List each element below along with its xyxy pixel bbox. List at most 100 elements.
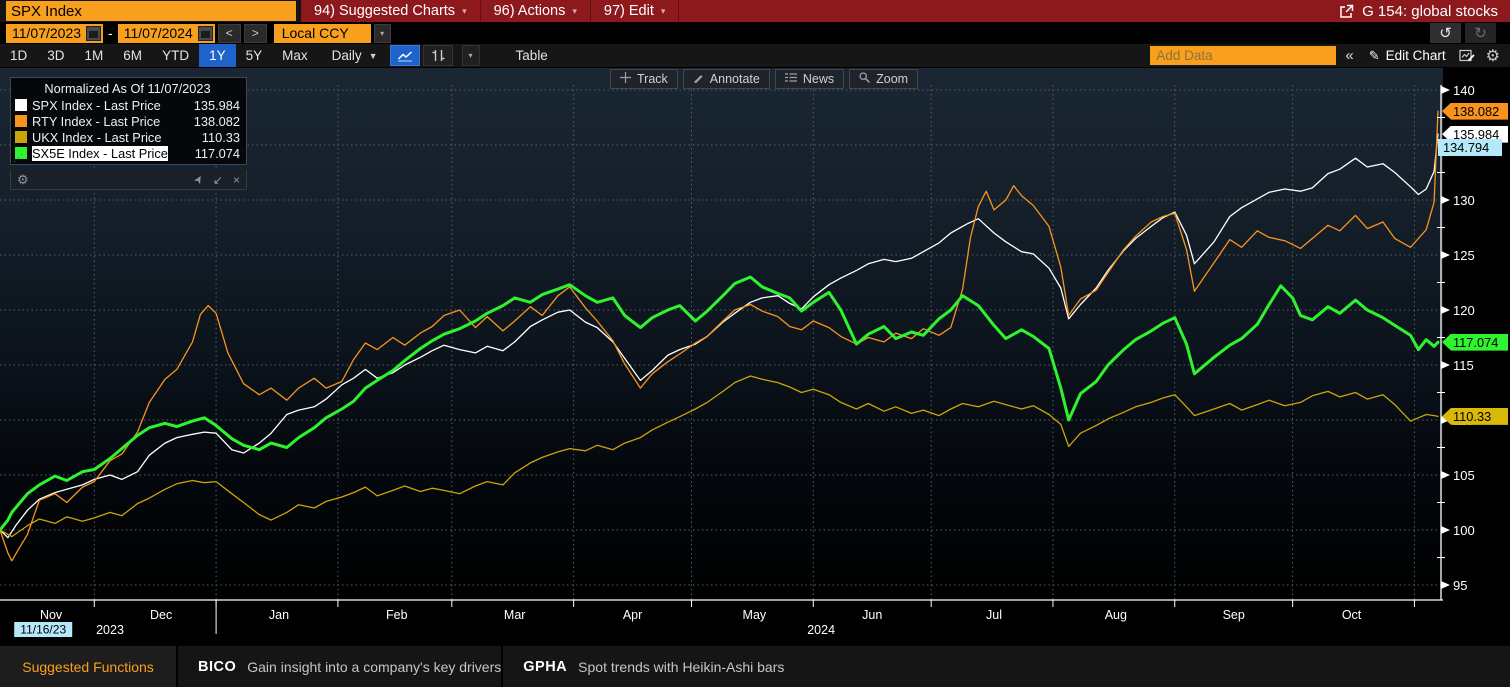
last-price-badge: 110.33 (1442, 407, 1508, 425)
pencil-icon: ✎ (1368, 47, 1380, 63)
date-from-field[interactable]: 11/07/2023 (6, 23, 104, 43)
chart-tool-buttons: Track Annotate News Zoom (610, 69, 919, 89)
period-tab-6m[interactable]: 6M (123, 48, 143, 63)
function-description: Gain insight into a company's key driver… (247, 658, 502, 675)
date-range-separator: - (108, 25, 113, 41)
line-chart-type-button[interactable] (389, 45, 420, 66)
y-axis-tick-label: 105 (1453, 467, 1475, 483)
period-tab-1y[interactable]: 1Y (199, 44, 236, 67)
add-data-input[interactable] (1150, 46, 1337, 65)
chart-tool-track[interactable]: Track (610, 69, 678, 89)
minimize-icon[interactable]: ↙ (212, 172, 223, 187)
window-titlebar: 94) Suggested Charts▾96) Actions▾97) Edi… (0, 0, 1510, 22)
period-tab-1d[interactable]: 1D (10, 48, 28, 63)
period-tab-max[interactable]: Max (282, 48, 308, 63)
undo-button[interactable]: ↺ (1430, 23, 1461, 43)
svg-text:Dec: Dec (150, 608, 172, 622)
date-to-field[interactable]: 11/07/2024 (117, 23, 215, 43)
chart-settings-icon[interactable] (1452, 49, 1482, 62)
table-button[interactable]: Table (502, 48, 562, 63)
edit-chart-button[interactable]: ✎ Edit Chart (1363, 48, 1452, 64)
chart-tool-zoom[interactable]: Zoom (849, 69, 919, 89)
resize-handle-icon[interactable]: ⋰ (13, 153, 23, 164)
svg-text:May: May (743, 608, 767, 622)
legend-title: Normalized As Of 11/07/2023 (44, 81, 211, 96)
export-icon[interactable] (1339, 4, 1354, 19)
chart-tool-annotate[interactable]: Annotate (682, 69, 770, 89)
series-swatch (15, 99, 27, 111)
frequency-dropdown[interactable]: Daily ▼ (331, 48, 378, 63)
pencil-icon (693, 72, 704, 86)
legend-row[interactable]: RTY Index - Last Price 138.082 (15, 113, 240, 129)
chart-tool-label: News (802, 72, 835, 86)
chart-legend[interactable]: Normalized As Of 11/07/2023 SPX Index - … (10, 77, 247, 165)
series-last-value: 117.074 (194, 145, 240, 161)
svg-text:Sep: Sep (1223, 608, 1245, 622)
menu-item-label: 97) Edit (603, 3, 654, 19)
legend-row[interactable]: SX5E Index - Last Price 117.074 (15, 145, 240, 161)
chart-type-caret-icon[interactable]: ▾ (461, 45, 480, 66)
price-chart[interactable]: Nov Dec Jan Feb Mar Apr May Jun Jul Aug Sep Oct 2023… (0, 68, 1510, 645)
last-price-badge: 138.082 (1442, 102, 1508, 120)
svg-text:Aug: Aug (1105, 608, 1127, 622)
menu-item--actions[interactable]: 96) Actions ▾ (481, 0, 591, 22)
period-tab-ytd[interactable]: YTD (162, 48, 190, 63)
range-forward-button[interactable]: > (243, 23, 267, 43)
function-description: Spot trends with Heikin-Ashi bars (578, 658, 785, 675)
legend-row[interactable]: UKX Index - Last Price 110.33 (15, 129, 240, 145)
period-tabs: 1D 3D 1M 6M YTD 1Y 5Y Max (0, 44, 318, 67)
period-tab-1m[interactable]: 1M (84, 48, 104, 63)
svg-text:Jul: Jul (986, 608, 1002, 622)
legend-row[interactable]: SPX Index - Last Price 135.984 (15, 97, 240, 113)
last-price-badge: 117.074 (1442, 333, 1508, 351)
range-bar: 11/07/2023 - 11/07/2024 < > Local CCY ▾ … (0, 22, 1510, 44)
menu-bar: 94) Suggested Charts ▾ 96) Actions ▾ 97) Edi… (301, 0, 1510, 22)
bar-chart-type-button[interactable] (422, 45, 453, 66)
suggested-function-bico[interactable]: BICO Gain insight into a company's key dr… (178, 646, 504, 687)
series-swatch (15, 115, 27, 127)
period-tab-3d[interactable]: 3D (47, 48, 65, 63)
period-tab-5y[interactable]: 5Y (245, 48, 263, 63)
chevron-down-icon: ▼ (368, 50, 378, 61)
y-axis-tick-label: 130 (1453, 192, 1475, 208)
y-axis-tick-label: 115 (1453, 357, 1474, 373)
last-price-badge: 135.984 (1442, 125, 1508, 143)
chart-set-title: G 154: global stocks (1362, 2, 1498, 20)
ticker-input[interactable] (6, 1, 296, 21)
series-name: SPX Index - Last Price (32, 97, 161, 113)
currency-caret-icon[interactable]: ▾ (373, 23, 391, 43)
crosshair-icon (620, 72, 631, 86)
close-icon[interactable]: × (232, 172, 240, 187)
y-axis-tick-label: 125 (1453, 247, 1475, 263)
ticker-wrap (0, 0, 301, 22)
chart-area: Nov Dec Jan Feb Mar Apr May Jun Jul Aug Sep Oct 2023… (0, 68, 1510, 645)
calendar-icon[interactable] (197, 25, 213, 41)
svg-text:2023: 2023 (96, 623, 124, 637)
calendar-icon[interactable] (86, 25, 102, 41)
news-icon (784, 72, 797, 86)
pin-icon[interactable]: ➤ (191, 172, 207, 187)
redo-button[interactable]: ↻ (1465, 23, 1496, 43)
collapse-panel-button[interactable]: « (1336, 47, 1362, 64)
series-last-value: 135.984 (193, 97, 240, 113)
suggested-function-gpha[interactable]: GPHA Spot trends with Heikin-Ashi bars (503, 646, 1510, 687)
svg-text:Apr: Apr (623, 608, 642, 622)
menu-item--edit[interactable]: 97) Edit ▾ (591, 0, 680, 22)
legend-footer: ⚙ ➤ ↙ × (10, 170, 247, 190)
series-swatch (15, 147, 27, 159)
chart-tool-news[interactable]: News (774, 69, 845, 89)
date-to-value: 11/07/2024 (123, 25, 193, 41)
y-axis-tick-label: 120 (1453, 302, 1475, 318)
menu-item--suggested-charts[interactable]: 94) Suggested Charts ▾ (301, 0, 481, 22)
svg-text:11/16/23: 11/16/23 (20, 623, 66, 637)
svg-text:Mar: Mar (504, 608, 526, 622)
currency-select[interactable]: Local CCY (273, 23, 371, 43)
last-price-badge: 134.794 (1438, 138, 1502, 156)
function-code: BICO (198, 658, 237, 675)
range-back-button[interactable]: < (217, 23, 241, 43)
y-axis-tick-label: 140 (1453, 82, 1475, 98)
gear-icon[interactable]: ⚙ (1482, 46, 1510, 66)
gear-icon[interactable]: ⚙ (17, 171, 29, 187)
series-name: UKX Index - Last Price (32, 129, 162, 145)
function-code: GPHA (523, 658, 568, 675)
